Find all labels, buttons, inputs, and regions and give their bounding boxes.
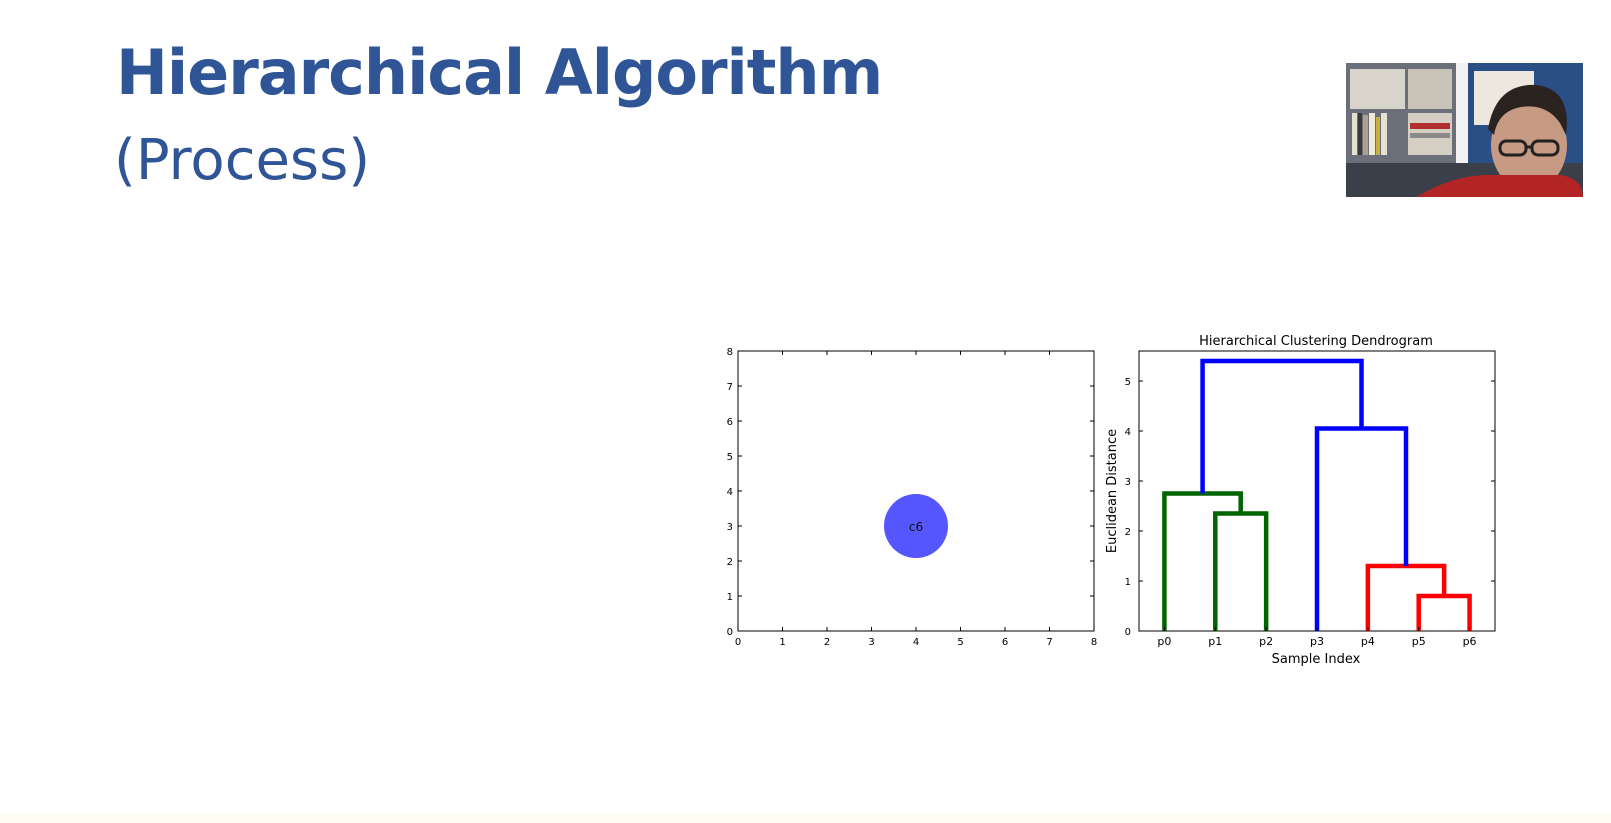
scatter-x-tick-label: 4 <box>913 637 919 648</box>
presenter-webcam <box>1346 63 1583 197</box>
scatter-plot-frame <box>737 350 1095 632</box>
dendrogram-leaf-label-p1: p1 <box>1208 635 1222 648</box>
scatter-y-tick-label: 4 <box>727 487 733 498</box>
scatter-chart: 0 1 2 3 4 5 6 7 8 0 1 2 3 4 5 6 7 8 c6 <box>727 347 1098 648</box>
scatter-point-c6 <box>884 494 948 558</box>
slide-subtitle: (Process) <box>114 128 371 193</box>
dendrogram-y-tick-label: 3 <box>1125 477 1131 488</box>
scatter-x-tick-label: 7 <box>1046 637 1052 648</box>
dendrogram-y-axis-label: Euclidean Distance <box>1105 429 1120 553</box>
scatter-y-tick-label: 1 <box>727 592 733 603</box>
dendrogram-leaf-labels: p0 p1 p2 p3 p4 p5 p6 <box>1157 627 1477 648</box>
scatter-y-ticks: 0 1 2 3 4 5 6 7 8 <box>727 347 1094 638</box>
dendrogram-leaf-label-p0: p0 <box>1157 635 1171 648</box>
dendrogram-leaf-label-p3: p3 <box>1310 635 1324 648</box>
dendrogram-y-tick-label: 1 <box>1125 577 1131 588</box>
dendrogram-title: Hierarchical Clustering Dendrogram <box>1199 334 1433 349</box>
dendrogram-x-axis-label: Sample Index <box>1272 652 1361 667</box>
scatter-y-tick-label: 0 <box>727 627 733 638</box>
dendrogram-y-tick-label: 0 <box>1125 627 1131 638</box>
scatter-y-tick-label: 8 <box>727 347 733 358</box>
dendrogram-y-tick-label: 5 <box>1125 377 1131 388</box>
scatter-x-tick-label: 6 <box>1002 637 1008 648</box>
dendrogram-leaf-label-p6: p6 <box>1463 635 1477 648</box>
scatter-x-tick-label: 0 <box>735 637 741 648</box>
scatter-y-tick-label: 3 <box>727 522 733 533</box>
dendrogram-leaf-label-p4: p4 <box>1361 635 1375 648</box>
scatter-x-tick-label: 5 <box>957 637 963 648</box>
scatter-x-tick-label: 8 <box>1091 637 1097 648</box>
scatter-point-label: c6 <box>909 520 923 534</box>
dendrogram-y-ticks: 0 1 2 3 4 5 <box>1125 377 1495 638</box>
dendrogram-leaf-label-p2: p2 <box>1259 635 1273 648</box>
scatter-x-tick-label: 1 <box>779 637 785 648</box>
scatter-x-ticks: 0 1 2 3 4 5 6 7 8 <box>735 351 1097 648</box>
scatter-points: c6 <box>884 494 948 558</box>
scatter-x-tick-label: 2 <box>824 637 830 648</box>
slide-title: Hierarchical Algorithm <box>116 36 883 109</box>
scatter-y-tick-label: 6 <box>727 417 733 428</box>
dendrogram-chart: Hierarchical Clustering Dendrogram p0 p1 p… <box>1105 334 1496 667</box>
dendrogram-y-tick-label: 4 <box>1125 427 1131 438</box>
dendrogram-links <box>1162 358 1472 631</box>
dendrogram-y-tick-label: 2 <box>1125 527 1131 538</box>
scatter-x-tick-label: 3 <box>868 637 874 648</box>
bottom-strip <box>0 814 1611 823</box>
dendrogram-link-blue <box>1200 358 1364 494</box>
scatter-y-tick-label: 2 <box>727 557 733 568</box>
dendrogram-leaf-label-p5: p5 <box>1412 635 1426 648</box>
scatter-y-tick-label: 7 <box>727 382 733 393</box>
scatter-y-tick-label: 5 <box>727 452 733 463</box>
